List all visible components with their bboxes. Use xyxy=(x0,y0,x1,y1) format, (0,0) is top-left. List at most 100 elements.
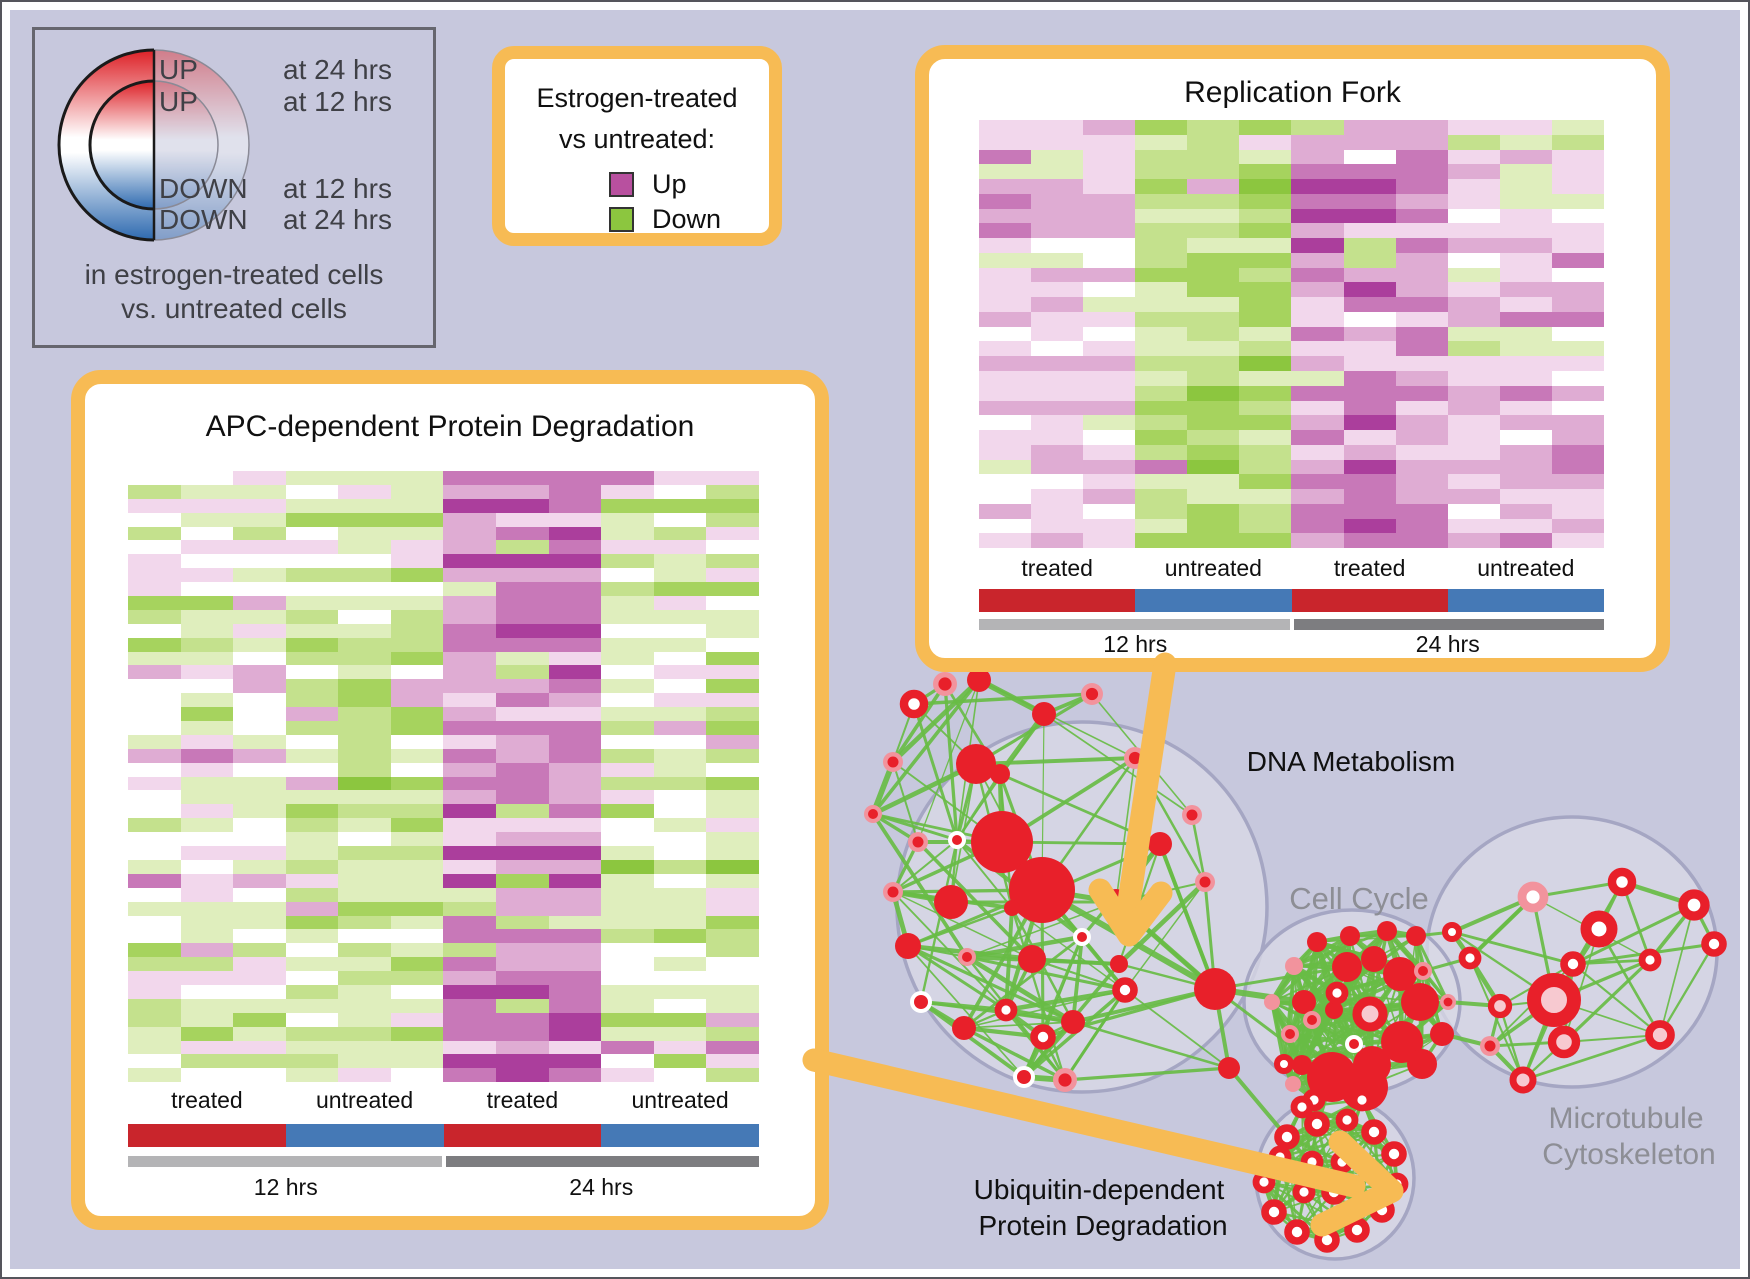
heatmap-cell xyxy=(979,164,1032,180)
heatmap-cell xyxy=(653,721,707,735)
heatmap-cell xyxy=(601,762,654,777)
heatmap-row xyxy=(979,252,1604,268)
heatmap-cell xyxy=(1083,238,1136,253)
heatmap-cell xyxy=(390,859,444,874)
heatmap-cell xyxy=(128,818,181,833)
heatmap-cell xyxy=(1551,444,1604,460)
heatmap-cell xyxy=(601,1068,654,1083)
heatmap-cell xyxy=(496,651,549,666)
heatmap-cell xyxy=(338,1026,391,1041)
heatmap-cell xyxy=(233,512,286,527)
network-edge xyxy=(906,944,1008,1012)
heatmap-cell xyxy=(548,637,602,652)
gene-node-whitering xyxy=(1073,928,1091,946)
heatmap-cell xyxy=(390,637,444,652)
heatmap-cell xyxy=(548,707,602,722)
heatmap-cell xyxy=(338,790,391,805)
heatmap-cell xyxy=(496,498,549,513)
heatmap-cell xyxy=(653,873,707,888)
heatmap-cell xyxy=(443,693,497,708)
heatmap-cell xyxy=(706,526,759,541)
gene-node-red xyxy=(952,1016,976,1040)
heatmap-cell xyxy=(338,846,391,860)
gene-node-red xyxy=(895,933,921,959)
heatmap-cell xyxy=(1551,193,1604,209)
up-swatch-icon xyxy=(609,172,634,197)
gene-node-red xyxy=(1218,1057,1240,1079)
heatmap-cell xyxy=(390,471,444,485)
heatmap-cell xyxy=(443,1026,497,1041)
heatmap-cell xyxy=(1239,371,1292,386)
heatmap-cell xyxy=(1551,489,1604,504)
heatmap-cell xyxy=(443,790,497,805)
heatmap-cell xyxy=(1187,120,1240,135)
heatmap-cell xyxy=(1239,252,1292,268)
heatmap-cell xyxy=(496,1012,549,1027)
heatmap-cell xyxy=(285,693,339,708)
network-edge xyxy=(917,679,980,843)
heatmap-cell xyxy=(443,1068,497,1083)
heatmap-cell xyxy=(706,929,759,944)
heatmap-cell xyxy=(443,887,497,902)
heatmap-cell xyxy=(653,609,707,624)
heatmap-cell xyxy=(443,762,497,777)
heatmap-cell xyxy=(1031,252,1084,268)
gene-node-pinkcore xyxy=(1281,1025,1299,1043)
heatmap-cell xyxy=(180,873,234,888)
heatmap-cell xyxy=(180,484,234,499)
heatmap-cell xyxy=(390,790,444,805)
heatmap-cell xyxy=(1083,503,1136,519)
heatmap-cell xyxy=(548,762,602,777)
gene-node-donut xyxy=(1580,910,1618,948)
heatmap-cell xyxy=(706,609,759,624)
heatmap-cell xyxy=(496,762,549,777)
heatmap-cell xyxy=(128,790,181,805)
down-label: Down xyxy=(652,204,722,234)
heatmap-cell xyxy=(233,748,286,763)
heatmap-cell xyxy=(180,1054,234,1069)
heatmap-cell xyxy=(1395,120,1448,135)
heatmap-row xyxy=(979,518,1604,534)
rf-panel-title: Replication Fork xyxy=(1184,76,1401,109)
heatmap-cell xyxy=(338,554,391,569)
heatmap-row xyxy=(128,1054,759,1069)
gene-node-red xyxy=(1032,702,1056,726)
heatmap-row xyxy=(128,929,759,944)
heatmap-cell xyxy=(390,582,444,597)
heatmap-cell xyxy=(338,734,391,749)
heatmap-cell xyxy=(548,721,602,735)
heatmap-cell xyxy=(548,512,602,527)
heatmap-cell xyxy=(128,1012,181,1027)
heatmap-cell xyxy=(496,901,549,916)
heatmap-cell xyxy=(233,707,286,722)
gene-node-whitering xyxy=(1013,1066,1035,1088)
heatmap-cell xyxy=(1395,489,1448,504)
network-bridge-edge xyxy=(1213,965,1349,991)
heatmap-cell xyxy=(233,971,286,985)
heatmap-cell xyxy=(601,609,654,624)
heatmap-cell xyxy=(233,623,286,638)
heatmap-cell xyxy=(1551,238,1604,253)
heatmap-cell xyxy=(548,984,602,999)
heatmap-cell xyxy=(1291,193,1344,209)
heatmap-row xyxy=(128,1026,759,1041)
heatmap-cell xyxy=(1083,459,1136,475)
heatmap-cell xyxy=(1187,326,1240,342)
heatmap-cell xyxy=(1447,267,1500,283)
heatmap-cell xyxy=(443,484,497,499)
heatmap-cell xyxy=(443,776,497,791)
heatmap-cell xyxy=(128,582,181,597)
heatmap-cell xyxy=(706,984,759,999)
heatmap-cell xyxy=(285,1068,339,1083)
cluster-label-ubiquitin-line1: Ubiquitin-dependent xyxy=(973,1174,1225,1205)
gene-node-donut xyxy=(1344,1217,1370,1243)
gene-node-red xyxy=(1407,1049,1437,1079)
heatmap-cell xyxy=(128,846,181,860)
heatmap-cell xyxy=(443,1040,497,1055)
heatmap-cell xyxy=(1239,503,1292,519)
gene-node-pinkcore xyxy=(908,832,928,852)
heatmap-cell xyxy=(128,665,181,680)
heatmap-cell xyxy=(1083,179,1136,194)
heatmap-cell xyxy=(1031,193,1084,209)
heatmap-cell xyxy=(1551,297,1604,312)
